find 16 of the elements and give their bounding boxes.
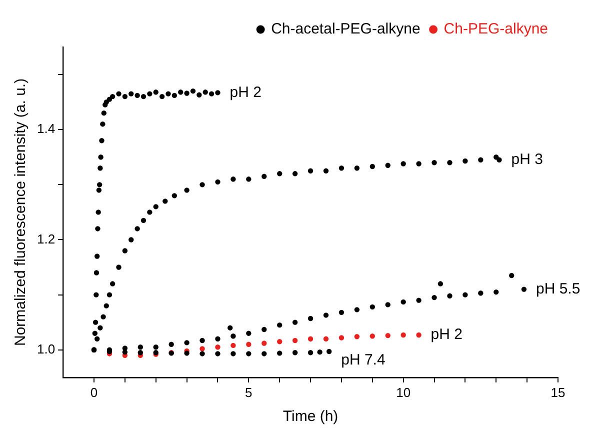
annotation: pH 7.4: [341, 352, 386, 369]
y-axis-title: Normalized fluorescence intensity (a. u.): [12, 78, 30, 346]
x-tick-label: 15: [550, 384, 566, 400]
annotation: pH 2: [430, 326, 462, 344]
x-tick-label: 0: [90, 384, 98, 400]
annotation: pH 2: [230, 84, 262, 101]
x-tick-label: 10: [396, 384, 411, 400]
legend-label: Ch-PEG-alkyne: [444, 20, 548, 38]
annotation: pH 5.5: [536, 280, 580, 298]
annotation: pH 3: [511, 151, 543, 168]
x-axis-title: Time (h): [282, 408, 338, 426]
x-tick-label: 5: [245, 384, 252, 400]
y-tick-label: 1.0: [36, 341, 56, 356]
y-tick-label: 1.4: [36, 121, 56, 136]
y-tick-label: 1.2: [36, 231, 56, 246]
legend-label: Ch-acetal-PEG-alkyne: [271, 20, 420, 38]
